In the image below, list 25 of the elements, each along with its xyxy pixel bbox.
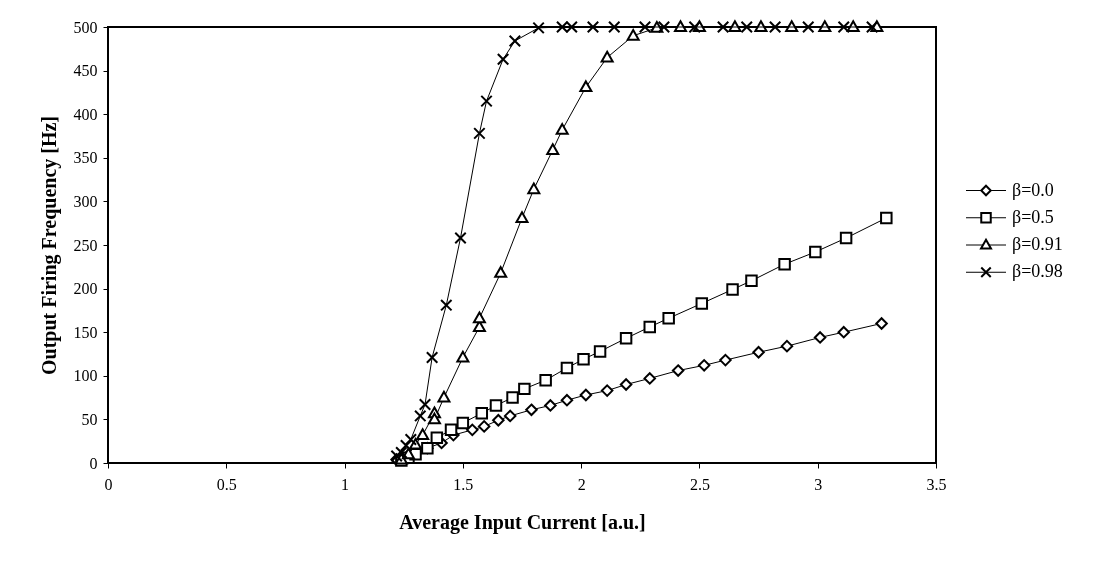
y-tick-label: 450 (73, 62, 98, 80)
x-axis-title: Average Input Current [a.u.] (399, 510, 646, 534)
y-axis-title: Output Firing Frequency [Hz] (37, 115, 61, 376)
legend-label: β=0.5 (1012, 206, 1054, 227)
x-tick-label: 3.5 (926, 475, 947, 493)
y-tick-label: 300 (73, 192, 98, 210)
legend-label: β=0.0 (1012, 179, 1054, 200)
y-tick-label: 200 (73, 280, 98, 298)
y-tick-label: 0 (89, 454, 98, 472)
y-tick-label: 250 (73, 236, 98, 254)
y-tick-label: 50 (81, 410, 98, 428)
y-tick-label: 500 (73, 18, 98, 36)
x-tick-label: 2 (577, 475, 586, 493)
x-tick-label: 1 (341, 475, 350, 493)
y-tick-label: 350 (73, 149, 98, 167)
legend-label: β=0.98 (1012, 261, 1063, 282)
x-tick-label: 0.5 (216, 475, 237, 493)
y-tick-label: 150 (73, 323, 98, 341)
y-tick-label: 400 (73, 105, 98, 123)
x-tick-label: 0 (104, 475, 113, 493)
x-tick-label: 3 (814, 475, 823, 493)
y-tick-label: 100 (73, 367, 98, 385)
x-tick-label: 2.5 (689, 475, 710, 493)
x-tick-label: 1.5 (453, 475, 474, 493)
legend-label: β=0.91 (1012, 234, 1063, 254)
